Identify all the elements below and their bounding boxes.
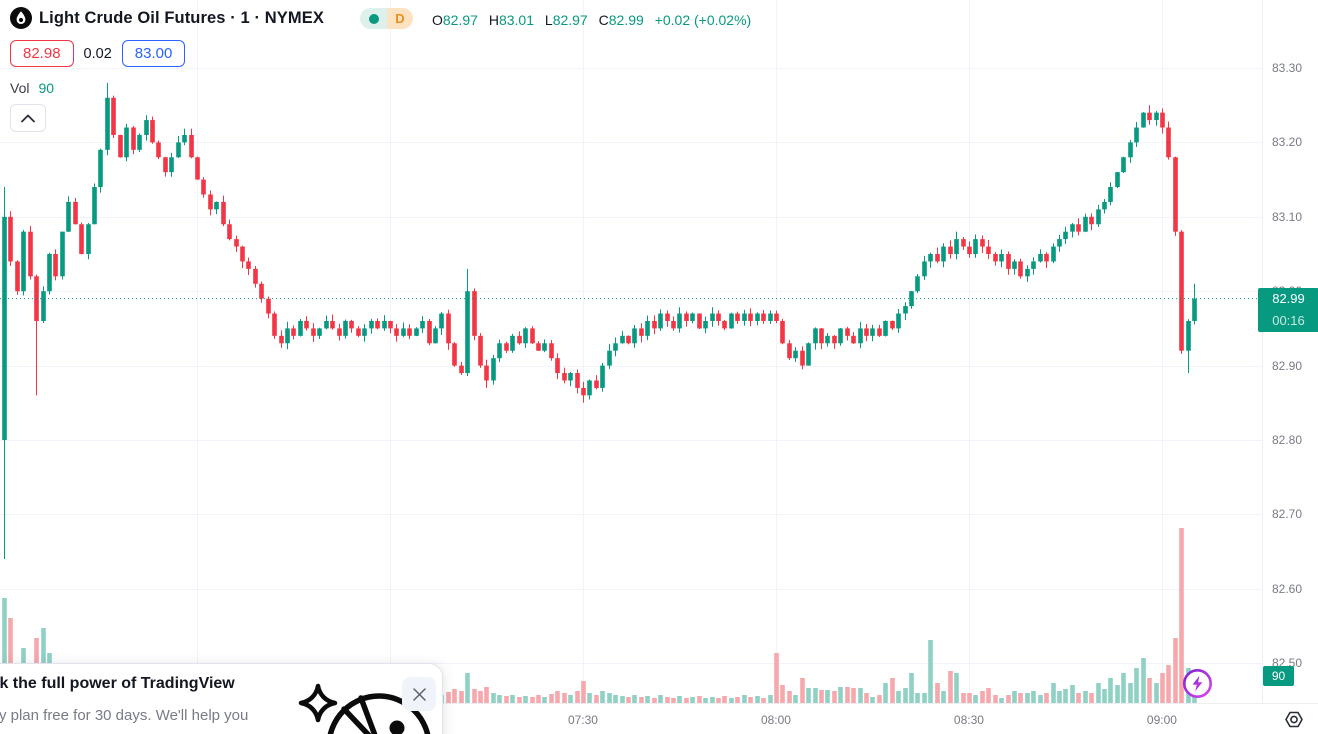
close-value: 82.99	[608, 12, 644, 28]
price-axis-label: 82.70	[1272, 507, 1303, 522]
low-value: 82.97	[552, 12, 588, 28]
volume-label: Vol	[10, 80, 30, 96]
time-axis-label: 09:00	[1146, 713, 1177, 727]
bid-ask-row: 82.98 0.02 83.00	[10, 40, 186, 67]
promo-close-button[interactable]	[402, 677, 436, 711]
price-axis-label: 82.90	[1272, 358, 1303, 373]
volume-legend: Vol 90	[10, 80, 54, 96]
close-icon	[412, 687, 426, 701]
change-value: +0.02 (+0.02%)	[654, 12, 752, 28]
price-axis-label: 83.20	[1272, 135, 1303, 150]
low-label: L	[544, 12, 553, 28]
price-axis-label: 83.30	[1272, 61, 1303, 75]
last-price-value: 82.99	[1272, 291, 1305, 306]
promo-banner: Unlock the full power of TradingView Try…	[0, 663, 443, 734]
time-axis-label: 07:30	[567, 713, 598, 727]
spread-value: 0.02	[83, 45, 112, 62]
market-open-dot-icon	[368, 13, 379, 24]
last-price-badge: 82.99 00:16	[1258, 288, 1318, 332]
volume-axis-badge: 90	[1263, 666, 1294, 686]
time-axis-label: 08:00	[760, 713, 791, 727]
high-label: H	[488, 12, 499, 28]
open-label: O	[432, 12, 443, 28]
ohlc-values: O82.97 H83.01 L82.97 C82.99 +0.02 (+0.02…	[432, 12, 751, 28]
promo-title: Unlock the full power of TradingView	[0, 675, 235, 692]
symbol-row[interactable]: Light Crude Oil Futures · 1 · NYMEX	[10, 7, 324, 29]
price-axis[interactable]: 82.5082.6082.7082.8082.9083.0083.1083.20…	[1258, 0, 1318, 703]
high-value: 83.01	[498, 12, 534, 28]
time-axis-label: 08:30	[953, 713, 984, 727]
price-axis-label: 82.60	[1272, 581, 1303, 596]
bar-countdown: 00:16	[1272, 313, 1305, 328]
volume-value: 90	[38, 80, 55, 96]
close-label: C	[598, 12, 609, 28]
pane-settings-icon[interactable]	[1283, 709, 1305, 730]
delayed-data-badge[interactable]: D	[387, 8, 413, 29]
buy-ask-button[interactable]: 83.00	[121, 40, 186, 67]
collapse-legend-button[interactable]	[10, 104, 46, 132]
status-pills[interactable]: D	[360, 8, 413, 29]
symbol-title[interactable]: Light Crude Oil Futures · 1 · NYMEX	[39, 8, 324, 27]
chart-canvas[interactable]	[0, 0, 1262, 703]
price-axis-label: 83.10	[1272, 209, 1303, 224]
oil-drop-icon	[10, 7, 32, 29]
grid-lines	[0, 0, 1262, 703]
market-status-pill[interactable]	[360, 8, 387, 29]
promo-subtitle: Try any plan free for 30 days. We'll hel…	[0, 707, 249, 724]
instant-order-lightning-button[interactable]	[1182, 668, 1213, 699]
sell-bid-button[interactable]: 82.98	[10, 40, 74, 67]
chevron-up-icon	[21, 114, 35, 122]
lightning-bolt-icon	[1192, 675, 1203, 692]
open-value: 82.97	[442, 12, 478, 28]
price-axis-label: 82.80	[1272, 433, 1303, 447]
candlestick-series	[2, 82, 1197, 560]
